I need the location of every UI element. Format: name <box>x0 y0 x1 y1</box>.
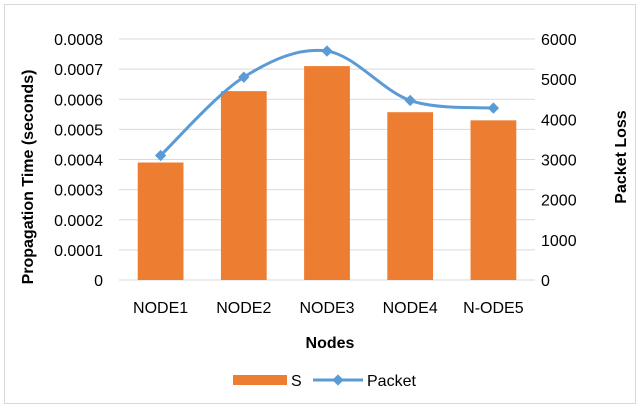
bar <box>220 91 267 281</box>
combo-chart: 0 0.0001 0.0002 0.0003 0.0004 0.0005 0.0006 0.0… <box>20 32 630 390</box>
y2-tick-label: 4000 <box>541 112 577 129</box>
y-axis-right-ticks: 0 1000 2000 3000 4000 5000 6000 <box>541 32 577 290</box>
packet-marker <box>487 102 500 114</box>
x-tick-label: NODE2 <box>216 300 271 317</box>
bar <box>137 162 184 280</box>
legend-label-packet: Packet <box>367 373 416 390</box>
y-tick-label: 0.0007 <box>54 62 103 79</box>
x-tick-label: NODE3 <box>299 300 354 317</box>
y-tick-label: 0.0005 <box>54 122 103 139</box>
y-tick-label: 0.0002 <box>54 213 103 230</box>
y2-tick-label: 0 <box>541 273 550 290</box>
y-tick-label: 0 <box>94 273 103 290</box>
bar <box>470 120 517 281</box>
y2-tick-label: 1000 <box>541 233 577 250</box>
x-axis-ticks: NODE1 NODE2 NODE3 NODE4 N-ODE5 <box>133 300 524 317</box>
legend-swatch-packet-marker <box>332 374 344 386</box>
y-tick-label: 0.0004 <box>54 153 103 170</box>
bar <box>304 66 350 280</box>
bar <box>387 112 434 280</box>
x-tick-label: N-ODE5 <box>463 300 524 317</box>
x-axis-title: Nodes <box>306 335 355 352</box>
packet-marker <box>404 94 416 107</box>
y-axis-left-ticks: 0 0.0001 0.0002 0.0003 0.0004 0.0005 0.0006 0.0… <box>54 32 103 290</box>
legend-label-s: S <box>291 373 302 390</box>
legend: S Packet <box>233 373 416 390</box>
y2-tick-label: 6000 <box>541 32 577 49</box>
y-tick-label: 0.0008 <box>54 32 103 49</box>
y-tick-label: 0.0003 <box>54 183 103 200</box>
packet-marker <box>154 149 167 162</box>
bar-series <box>137 66 517 281</box>
packet-marker <box>321 45 333 57</box>
y-tick-label: 0.0006 <box>54 92 103 109</box>
x-tick-label: NODE4 <box>383 300 438 317</box>
chart-frame: 0 0.0001 0.0002 0.0003 0.0004 0.0005 0.0006 0.0… <box>4 4 636 404</box>
legend-swatch-s <box>233 375 287 385</box>
y2-tick-label: 5000 <box>541 72 577 89</box>
y2-tick-label: 3000 <box>541 153 577 170</box>
y-axis-right-title: Packet Loss <box>613 110 630 203</box>
y-axis-left-title: Propagation Time (seconds) <box>20 70 37 285</box>
x-tick-label: NODE1 <box>133 300 188 317</box>
y2-tick-label: 2000 <box>541 193 577 210</box>
y-tick-label: 0.0001 <box>54 243 103 260</box>
